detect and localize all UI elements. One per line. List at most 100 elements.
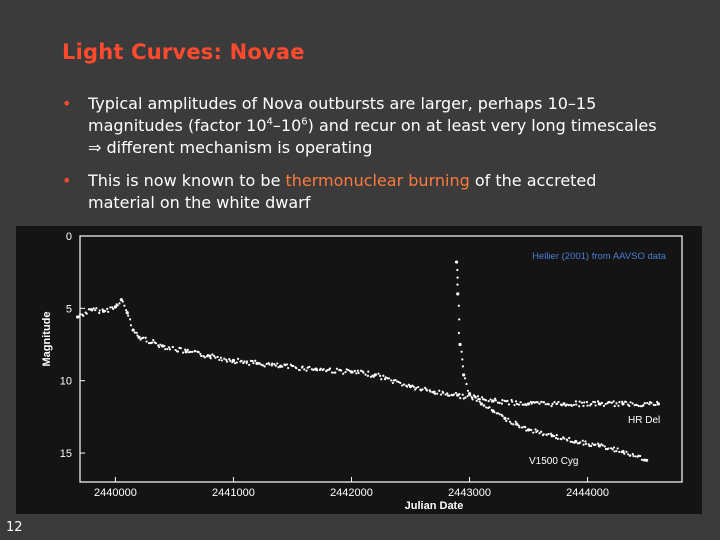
- data-point: [550, 434, 554, 438]
- data-point: [623, 452, 626, 455]
- data-point: [583, 401, 586, 404]
- y-axis-label: Magnitude: [41, 312, 53, 367]
- data-point: [351, 371, 354, 374]
- data-point: [545, 433, 548, 437]
- data-point: [212, 354, 216, 358]
- data-point: [529, 400, 532, 404]
- data-point: [540, 400, 543, 403]
- data-point: [344, 370, 347, 374]
- nova-light-curve-figure: 2440000 2441000 2442000 2443000 2444000 0 5 10 1…: [16, 226, 702, 514]
- data-point: [292, 364, 295, 368]
- data-point: [95, 307, 98, 310]
- data-point: [456, 283, 459, 286]
- data-point: [646, 401, 649, 405]
- series-hr-del: [76, 298, 660, 408]
- data-point: [359, 369, 362, 372]
- data-point: [578, 441, 582, 444]
- data-point: [150, 341, 154, 344]
- data-point: [648, 403, 651, 406]
- data-point: [164, 348, 167, 351]
- data-point: [295, 367, 298, 370]
- data-point: [380, 378, 383, 381]
- data-point: [342, 372, 345, 375]
- data-point: [377, 372, 380, 375]
- data-point: [594, 443, 597, 446]
- data-point: [581, 439, 584, 442]
- data-point: [519, 401, 522, 404]
- page-number: 12: [6, 520, 23, 535]
- data-point: [387, 377, 391, 380]
- data-point: [220, 359, 223, 362]
- data-point: [211, 353, 214, 356]
- data-point: [137, 335, 141, 339]
- data-point: [448, 394, 451, 397]
- data-point: [635, 403, 638, 407]
- series-v1500-cyg: [454, 260, 649, 462]
- data-point: [542, 433, 545, 436]
- data-point: [166, 347, 169, 351]
- data-point: [493, 411, 496, 414]
- data-point: [572, 403, 576, 406]
- data-point: [254, 359, 257, 362]
- data-point: [612, 400, 615, 403]
- data-point: [461, 358, 464, 361]
- data-point: [563, 437, 566, 440]
- data-point: [107, 310, 110, 313]
- data-point: [597, 444, 601, 448]
- data-point: [489, 398, 492, 401]
- data-point: [203, 356, 206, 359]
- data-point: [355, 372, 358, 375]
- data-point: [319, 367, 322, 370]
- data-point: [625, 450, 628, 453]
- data-point: [536, 401, 539, 404]
- data-point: [503, 399, 506, 402]
- data-point: [461, 365, 465, 368]
- data-point: [507, 403, 511, 406]
- data-point: [465, 382, 468, 386]
- data-point: [621, 402, 625, 406]
- data-point: [505, 419, 508, 423]
- data-point: [532, 431, 535, 434]
- data-point: [552, 434, 556, 438]
- data-point: [136, 334, 139, 337]
- data-point: [479, 402, 483, 406]
- data-point: [631, 402, 634, 405]
- highlight-thermonuclear-burning: thermonuclear burning: [285, 171, 470, 190]
- data-point: [624, 400, 628, 404]
- data-point: [167, 346, 171, 349]
- data-point: [484, 406, 488, 409]
- data-point: [631, 452, 634, 456]
- data-point: [421, 388, 424, 391]
- data-point: [116, 304, 119, 307]
- data-point: [306, 366, 309, 369]
- data-point: [456, 276, 459, 279]
- data-point: [405, 385, 409, 388]
- data-point: [425, 389, 429, 392]
- data-point: [574, 439, 578, 444]
- data-point: [225, 360, 229, 363]
- data-point: [521, 403, 524, 406]
- data-point: [643, 401, 646, 405]
- data-point: [574, 400, 578, 403]
- data-point: [171, 345, 175, 349]
- data-point: [616, 447, 619, 450]
- data-point: [408, 384, 413, 389]
- data-point: [604, 402, 607, 406]
- data-point: [384, 376, 387, 379]
- data-point: [560, 438, 563, 441]
- data-point: [240, 359, 243, 362]
- data-point: [379, 374, 382, 377]
- data-point: [626, 403, 630, 406]
- data-point: [578, 400, 581, 403]
- data-point: [133, 331, 136, 334]
- data-point: [305, 369, 308, 372]
- data-point: [575, 403, 578, 406]
- data-point: [328, 367, 332, 370]
- data-point: [219, 356, 223, 359]
- data-point: [145, 340, 148, 343]
- data-point: [147, 342, 151, 345]
- data-point: [640, 458, 644, 461]
- slide-title: Light Curves: Novae: [62, 40, 305, 64]
- data-point: [184, 350, 188, 354]
- data-point: [186, 348, 189, 351]
